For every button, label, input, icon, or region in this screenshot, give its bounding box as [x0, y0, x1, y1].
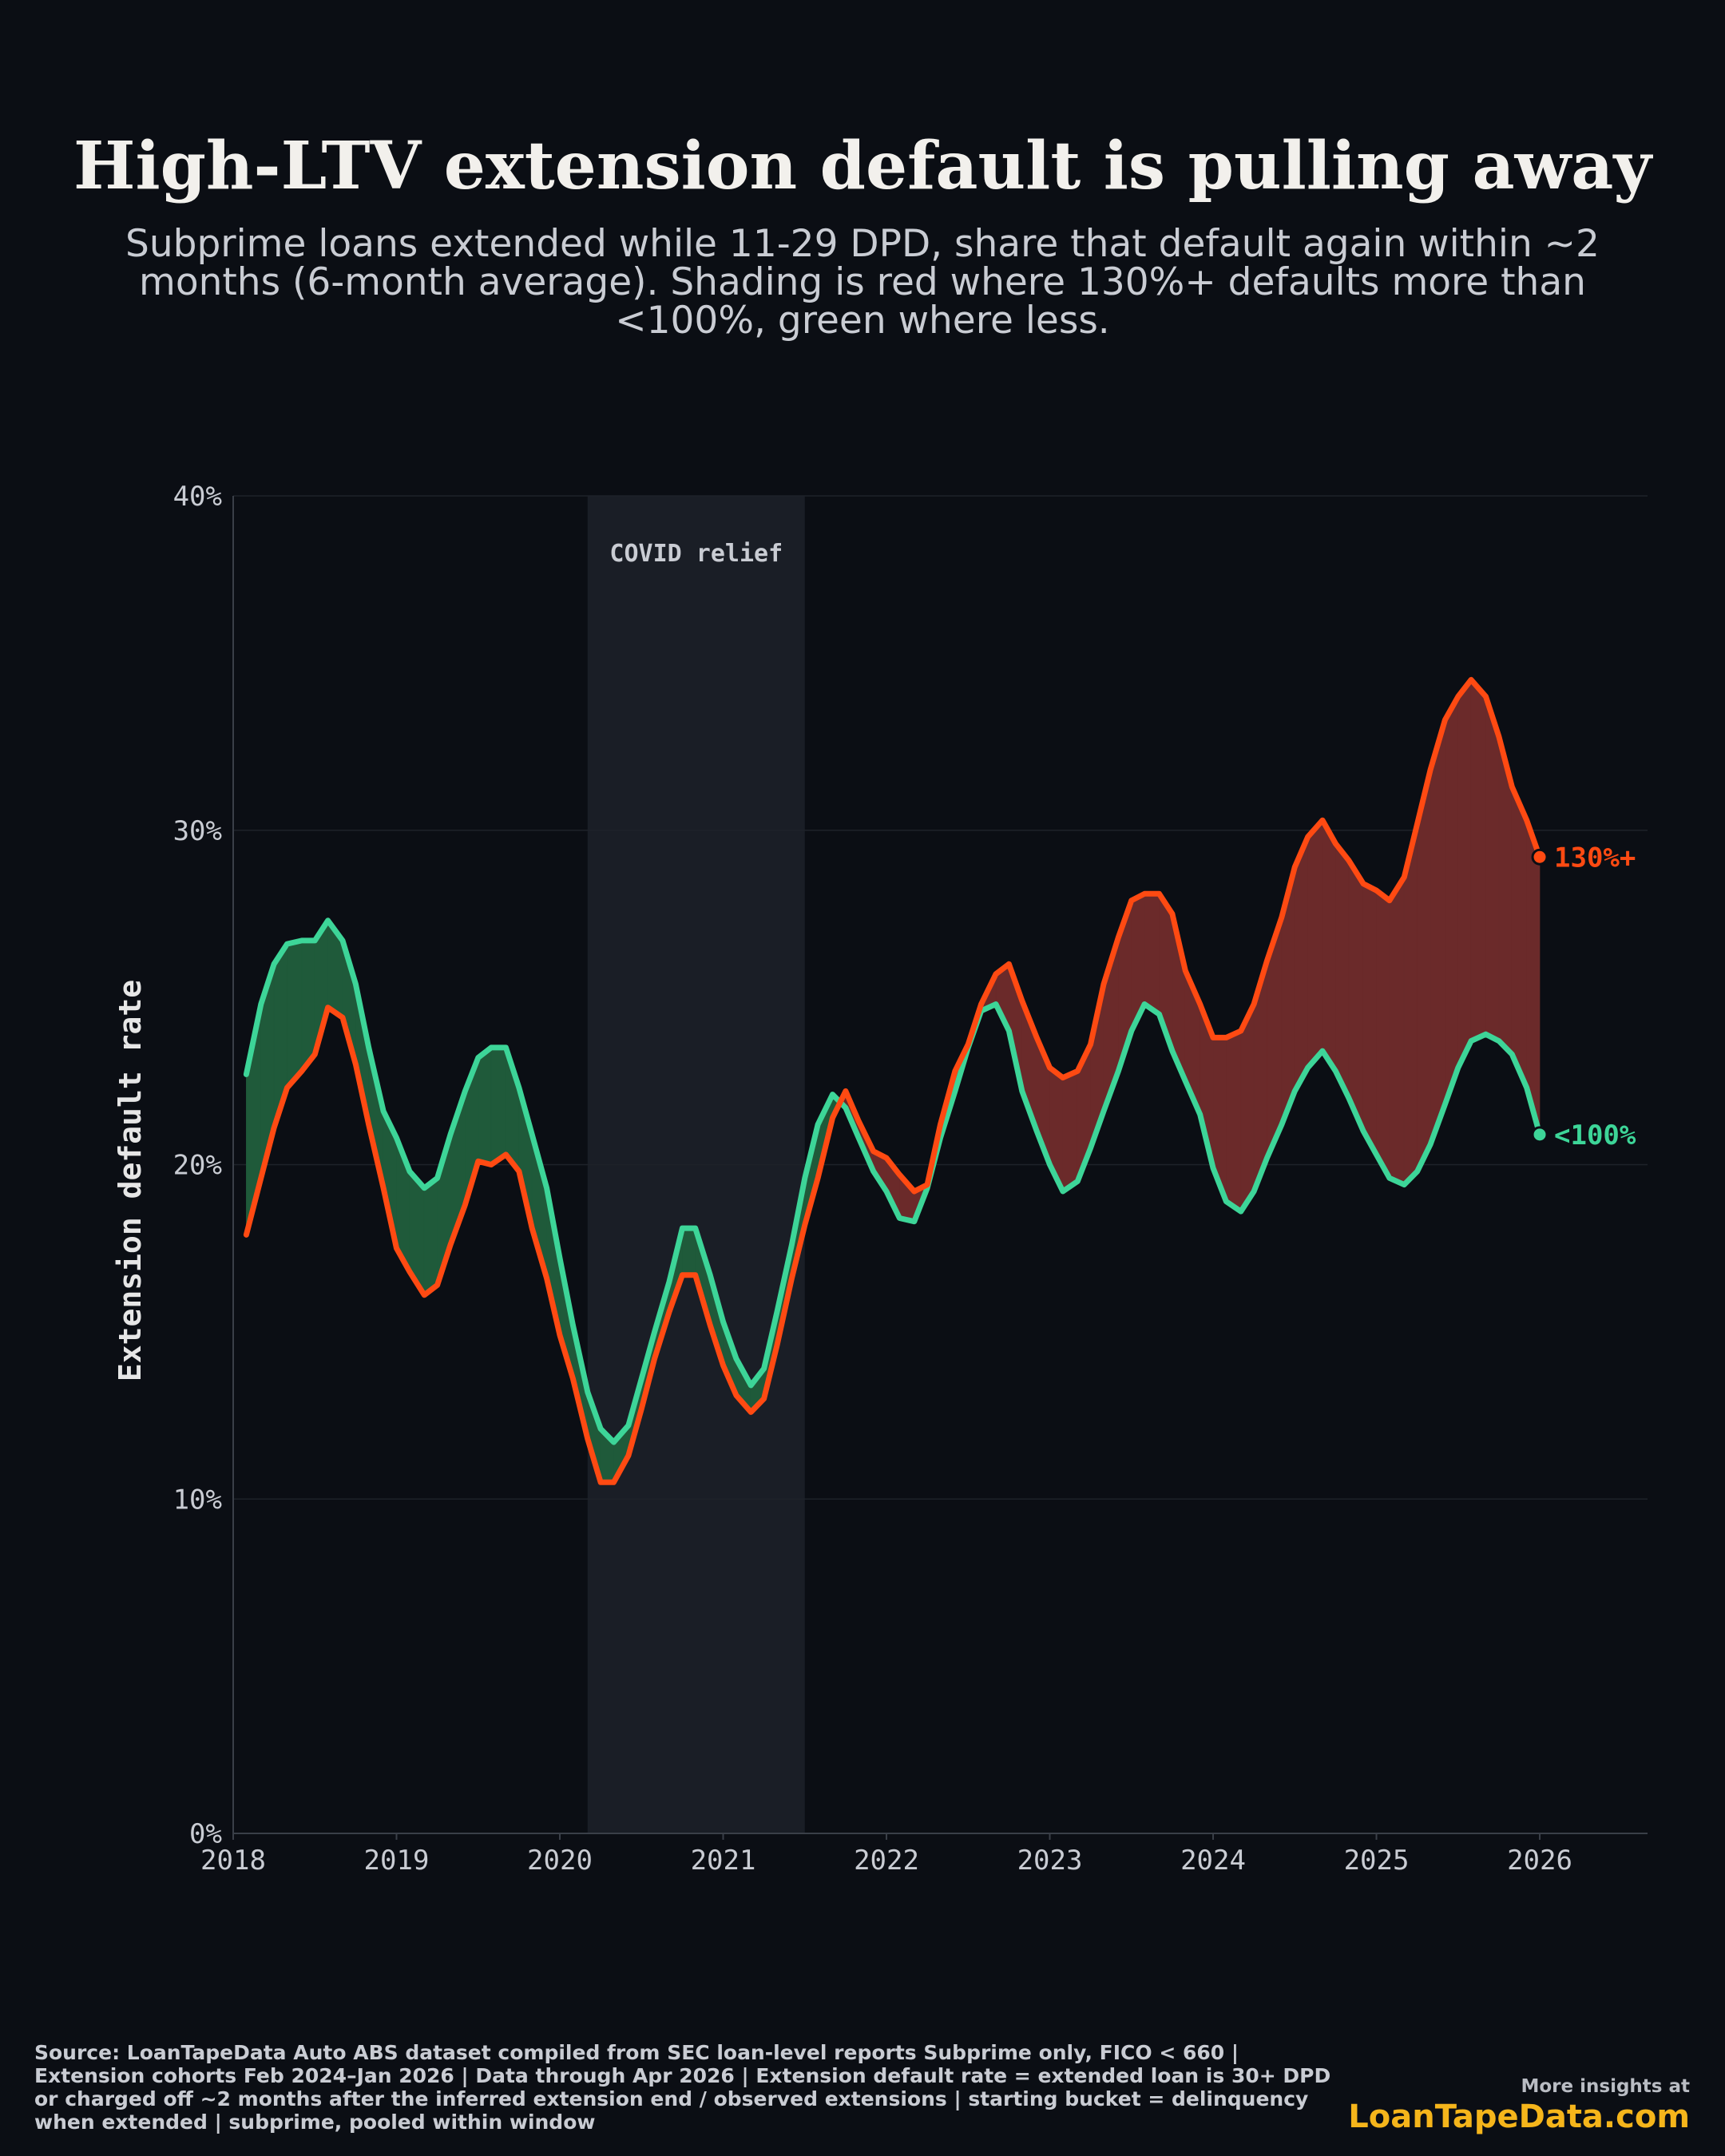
x-tick-label: 2025 [1344, 1845, 1410, 1877]
gap-fill-segment [1511, 787, 1527, 1088]
chart-subtitle: Subprime loans extended while 11-29 DPD,… [125, 222, 1600, 343]
gap-fill-segment [1062, 1070, 1078, 1192]
more-insights-text: More insights at [1521, 2076, 1690, 2097]
gap-fill-segment [1430, 719, 1445, 1145]
gap-fill-segment [287, 940, 303, 1088]
gap-fill-segment [1144, 894, 1160, 1015]
x-tick-label: 2022 [854, 1845, 919, 1877]
gap-fill-segment [1445, 696, 1459, 1105]
x-tick-label: 2020 [527, 1845, 593, 1877]
gap-fill-segment [490, 1047, 506, 1166]
gap-fill-segment [1335, 842, 1350, 1098]
brand-link[interactable]: LoanTapeData.com [1348, 2099, 1690, 2135]
y-tick-label: 10% [173, 1484, 222, 1516]
x-tick-label: 2018 [200, 1845, 266, 1877]
x-tick-label: 2026 [1507, 1845, 1572, 1877]
end-label-high-ltv: 130%+ [1554, 842, 1636, 874]
series-lines [243, 676, 1543, 1485]
gap-fill-segment [1389, 876, 1405, 1186]
chart-title: High-LTV extension default is pulling aw… [73, 128, 1652, 204]
source-note: Source: LoanTapeData Auto ABS dataset co… [34, 2041, 1331, 2134]
end-label-low-ltv: <100% [1554, 1120, 1636, 1151]
x-tick-label: 2021 [691, 1845, 756, 1877]
gap-fill-segment [1362, 883, 1377, 1156]
x-tick-label: 2024 [1180, 1845, 1246, 1877]
gap-shading [246, 679, 1541, 1483]
series-line-low-ltv [243, 917, 1543, 1445]
y-tick-label: 20% [173, 1150, 222, 1182]
covid-relief-label: COVID relief [609, 540, 783, 568]
gap-fill-segment [1322, 819, 1336, 1072]
gridlines [233, 495, 1648, 1500]
gap-fill-segment [1417, 770, 1431, 1172]
gap-fill-segment [1470, 679, 1486, 1042]
gap-fill-segment [1348, 859, 1364, 1132]
gap-fill-segment [1294, 837, 1308, 1092]
gap-fill-segment [1240, 1004, 1255, 1213]
y-tick-label: 40% [173, 481, 222, 513]
end-marker [1531, 1126, 1549, 1143]
gap-fill-segment [1376, 890, 1390, 1179]
end-labels: 130%+ <100% [1531, 842, 1636, 1151]
gap-fill-segment [682, 1227, 696, 1275]
end-marker [1531, 848, 1549, 866]
y-tick-label: 30% [173, 815, 222, 847]
gap-fill-segment [1307, 819, 1323, 1068]
axes: 0% 10% 20% 30% 40% 2018 2019 2020 2021 2022 2023 20… [113, 481, 1648, 1877]
gap-fill-segment [423, 1177, 438, 1296]
gap-fill-segment [1485, 696, 1500, 1042]
gap-fill-segment [1457, 679, 1472, 1068]
series-line-high-ltv [243, 676, 1543, 1485]
x-tick-label: 2023 [1017, 1845, 1083, 1877]
gap-fill-segment [478, 1047, 492, 1165]
x-tick-label: 2019 [364, 1845, 430, 1877]
y-tick-label: 0% [189, 1818, 222, 1850]
gap-fill-segment [1226, 1030, 1242, 1212]
y-axis-label: Extension default rate [113, 980, 148, 1381]
